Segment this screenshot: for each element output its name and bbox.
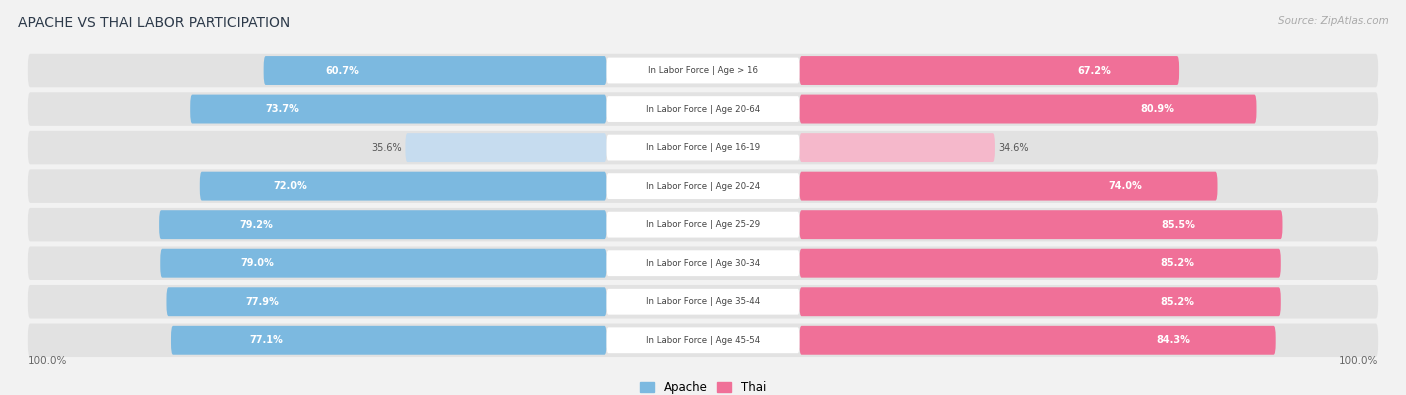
FancyBboxPatch shape	[800, 326, 1275, 355]
FancyBboxPatch shape	[28, 246, 1378, 280]
Text: 60.7%: 60.7%	[325, 66, 359, 75]
FancyBboxPatch shape	[800, 56, 1180, 85]
Text: 100.0%: 100.0%	[28, 356, 67, 367]
Text: 79.2%: 79.2%	[239, 220, 273, 229]
FancyBboxPatch shape	[28, 169, 1378, 203]
FancyBboxPatch shape	[28, 54, 1378, 87]
FancyBboxPatch shape	[606, 212, 800, 237]
FancyBboxPatch shape	[28, 92, 1378, 126]
Text: In Labor Force | Age 45-54: In Labor Force | Age 45-54	[645, 336, 761, 345]
Legend: Apache, Thai: Apache, Thai	[636, 376, 770, 395]
FancyBboxPatch shape	[606, 58, 800, 83]
FancyBboxPatch shape	[190, 95, 606, 124]
Text: 77.9%: 77.9%	[246, 297, 280, 307]
Text: In Labor Force | Age 25-29: In Labor Force | Age 25-29	[645, 220, 761, 229]
FancyBboxPatch shape	[606, 96, 800, 122]
Text: 73.7%: 73.7%	[266, 104, 299, 114]
Text: 85.2%: 85.2%	[1160, 258, 1194, 268]
FancyBboxPatch shape	[160, 249, 606, 278]
FancyBboxPatch shape	[606, 135, 800, 160]
Text: 77.1%: 77.1%	[249, 335, 283, 345]
FancyBboxPatch shape	[172, 326, 606, 355]
Text: 74.0%: 74.0%	[1108, 181, 1142, 191]
FancyBboxPatch shape	[264, 56, 606, 85]
Text: In Labor Force | Age 30-34: In Labor Force | Age 30-34	[645, 259, 761, 268]
FancyBboxPatch shape	[800, 287, 1281, 316]
FancyBboxPatch shape	[200, 172, 606, 201]
Text: In Labor Force | Age 20-64: In Labor Force | Age 20-64	[645, 105, 761, 113]
Text: In Labor Force | Age 35-44: In Labor Force | Age 35-44	[645, 297, 761, 306]
FancyBboxPatch shape	[606, 327, 800, 353]
Text: 35.6%: 35.6%	[371, 143, 402, 152]
FancyBboxPatch shape	[166, 287, 606, 316]
Text: APACHE VS THAI LABOR PARTICIPATION: APACHE VS THAI LABOR PARTICIPATION	[18, 16, 291, 30]
Text: 85.5%: 85.5%	[1161, 220, 1195, 229]
FancyBboxPatch shape	[800, 249, 1281, 278]
FancyBboxPatch shape	[28, 208, 1378, 241]
Text: Source: ZipAtlas.com: Source: ZipAtlas.com	[1278, 16, 1389, 26]
FancyBboxPatch shape	[606, 173, 800, 199]
Text: 84.3%: 84.3%	[1156, 335, 1189, 345]
FancyBboxPatch shape	[606, 289, 800, 315]
FancyBboxPatch shape	[405, 133, 606, 162]
Text: 80.9%: 80.9%	[1140, 104, 1174, 114]
FancyBboxPatch shape	[28, 131, 1378, 164]
FancyBboxPatch shape	[606, 250, 800, 276]
FancyBboxPatch shape	[800, 172, 1218, 201]
FancyBboxPatch shape	[159, 210, 606, 239]
FancyBboxPatch shape	[28, 324, 1378, 357]
Text: In Labor Force | Age > 16: In Labor Force | Age > 16	[648, 66, 758, 75]
Text: In Labor Force | Age 16-19: In Labor Force | Age 16-19	[645, 143, 761, 152]
FancyBboxPatch shape	[800, 95, 1257, 124]
FancyBboxPatch shape	[28, 285, 1378, 318]
FancyBboxPatch shape	[800, 210, 1282, 239]
Text: 67.2%: 67.2%	[1077, 66, 1111, 75]
FancyBboxPatch shape	[800, 133, 995, 162]
Text: 100.0%: 100.0%	[1339, 356, 1378, 367]
Text: In Labor Force | Age 20-24: In Labor Force | Age 20-24	[645, 182, 761, 191]
Text: 79.0%: 79.0%	[240, 258, 274, 268]
Text: 85.2%: 85.2%	[1160, 297, 1194, 307]
Text: 72.0%: 72.0%	[273, 181, 307, 191]
Text: 34.6%: 34.6%	[998, 143, 1029, 152]
